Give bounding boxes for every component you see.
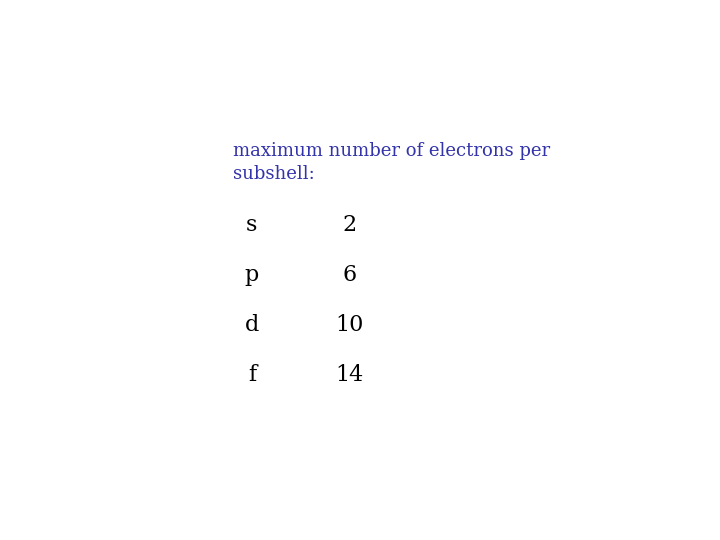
Text: d: d (245, 314, 259, 336)
Text: p: p (245, 264, 259, 286)
Text: s: s (246, 214, 258, 236)
Text: 2: 2 (343, 214, 356, 236)
Text: 10: 10 (336, 314, 364, 336)
Text: maximum number of electrons per
subshell:: maximum number of electrons per subshell… (233, 141, 551, 183)
Text: 14: 14 (336, 363, 364, 386)
Text: 6: 6 (343, 264, 356, 286)
Text: f: f (248, 363, 256, 386)
